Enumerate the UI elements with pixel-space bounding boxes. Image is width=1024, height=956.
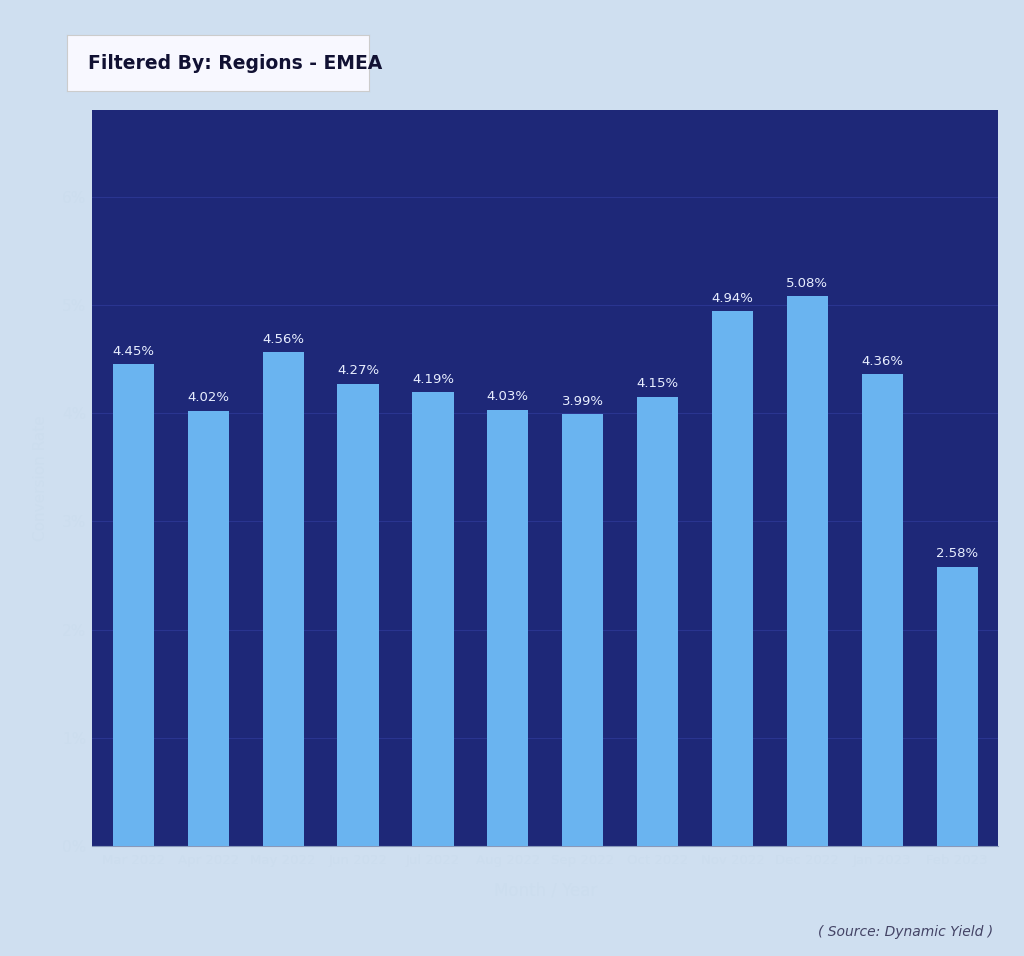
Bar: [637, 397, 678, 846]
Text: ( Source: Dynamic Yield ): ( Source: Dynamic Yield ): [818, 924, 993, 939]
Text: 2.58%: 2.58%: [936, 547, 978, 560]
Text: Filtered By: Regions - EMEA: Filtered By: Regions - EMEA: [88, 54, 382, 73]
Bar: [786, 296, 828, 846]
Text: 4.45%: 4.45%: [113, 345, 155, 358]
Text: 4.15%: 4.15%: [637, 378, 679, 390]
Bar: [862, 374, 903, 846]
Bar: [262, 353, 304, 846]
Text: 4.94%: 4.94%: [712, 292, 754, 305]
Text: 4.36%: 4.36%: [861, 355, 903, 367]
Bar: [413, 393, 454, 846]
Text: 4.02%: 4.02%: [187, 391, 229, 404]
Bar: [712, 312, 753, 846]
Text: 3.99%: 3.99%: [562, 395, 604, 407]
Bar: [562, 414, 603, 846]
X-axis label: Month / Year: Month / Year: [494, 881, 597, 900]
Text: 4.19%: 4.19%: [412, 373, 454, 386]
Text: 4.03%: 4.03%: [486, 390, 528, 403]
Text: 4.56%: 4.56%: [262, 333, 304, 346]
Text: 4.27%: 4.27%: [337, 364, 379, 378]
Y-axis label: Conversion Rate: Conversion Rate: [34, 415, 48, 541]
Bar: [338, 383, 379, 846]
Bar: [487, 410, 528, 846]
Text: 5.08%: 5.08%: [786, 276, 828, 290]
Bar: [937, 567, 978, 846]
Bar: [187, 411, 228, 846]
Bar: [113, 364, 154, 846]
